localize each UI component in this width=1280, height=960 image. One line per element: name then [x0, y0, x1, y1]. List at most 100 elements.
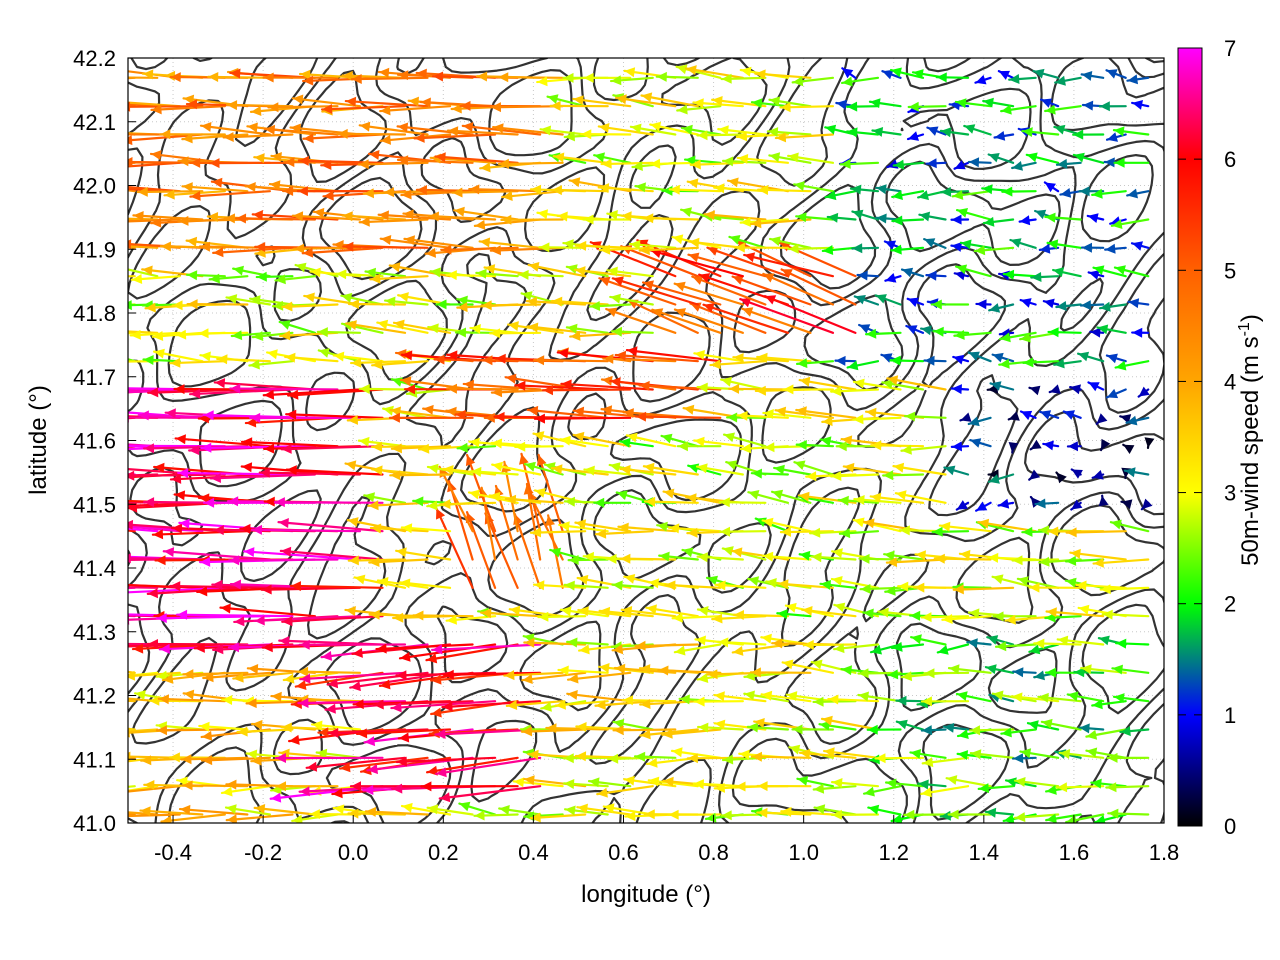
wind-arrow [798, 748, 857, 759]
wind-arrow [706, 246, 789, 278]
colorbar-tick-label: 4 [1224, 369, 1236, 394]
wind-arrow [938, 521, 992, 533]
wind-arrow [400, 523, 452, 534]
x-tick-label: 1.2 [878, 840, 909, 865]
wind-arrow [959, 412, 972, 422]
wind-arrow [749, 218, 812, 229]
wind-arrow [291, 94, 362, 108]
wind-arrow [128, 525, 204, 533]
wind-arrow [1095, 413, 1108, 425]
wind-arrow [439, 499, 497, 510]
wind-arrow [442, 465, 497, 476]
wind-arrow [733, 242, 789, 253]
wind-arrow [549, 100, 609, 111]
wind-arrow [128, 527, 159, 533]
wind-arrow [163, 189, 226, 200]
x-tick-label: 0.2 [428, 840, 459, 865]
wind-arrow [1055, 471, 1067, 484]
wind-arrow [798, 376, 857, 391]
wind-arrow [625, 432, 677, 448]
wind-arrow [642, 213, 699, 224]
wind-arrow [420, 781, 519, 792]
wind-arrow [583, 465, 632, 476]
wind-arrow [253, 804, 317, 816]
wind-arrow [1099, 584, 1150, 595]
wind-arrow [974, 74, 992, 85]
y-tick-label: 41.0 [73, 811, 116, 836]
wind-arrow [364, 267, 407, 278]
wind-arrow [774, 132, 835, 143]
wind-arrow [1122, 443, 1135, 454]
wind-arrow [939, 186, 970, 197]
wind-arrow [942, 722, 970, 733]
wind-arrow [332, 351, 384, 363]
wind-arrow [279, 546, 384, 561]
wind-arrow [651, 308, 722, 334]
wind-arrow [605, 307, 677, 334]
wind-arrow [539, 125, 587, 136]
wind-arrow [628, 239, 677, 250]
wind-arrow [950, 441, 970, 452]
wind-arrow [823, 747, 880, 759]
y-tick-label: 41.1 [73, 747, 116, 772]
wind-arrow [1026, 720, 1060, 731]
wind-arrow [921, 756, 970, 768]
wind-arrow [157, 694, 226, 705]
wind-arrow [1059, 188, 1082, 198]
wind-arrow [320, 104, 407, 114]
wind-arrow [795, 212, 835, 223]
wind-arrow [1037, 692, 1082, 703]
wind-arrow [139, 806, 204, 817]
y-tick-label: 41.6 [73, 429, 116, 454]
wind-arrow [248, 359, 294, 370]
wind-arrow [956, 750, 992, 760]
wind-arrow [536, 453, 564, 533]
wind-arrow [795, 440, 835, 450]
wind-arrow [687, 237, 744, 249]
wind-arrow [935, 72, 970, 83]
wind-arrow [846, 101, 880, 112]
wind-arrow [258, 467, 362, 478]
wind-arrow [920, 785, 970, 798]
wind-arrow [846, 360, 880, 371]
wind-arrow [162, 547, 271, 561]
wind-arrow [1093, 813, 1127, 823]
wind-arrow [390, 443, 452, 454]
wind-arrow [358, 121, 429, 136]
wind-arrow [396, 155, 474, 166]
wind-arrow [746, 722, 789, 733]
wind-arrow [994, 641, 1037, 652]
wind-arrow [532, 431, 587, 448]
wind-arrow [987, 473, 1015, 484]
wind-arrow [1047, 327, 1082, 338]
wind-arrow [1000, 104, 1037, 115]
wind-arrow [1125, 415, 1150, 426]
wind-arrow [1099, 438, 1111, 452]
wind-arrow [973, 245, 1015, 256]
wind-arrow [731, 275, 812, 306]
wind-arrow [698, 273, 789, 306]
wind-arrow [655, 71, 699, 82]
wind-arrow [155, 725, 226, 736]
wind-arrow [851, 209, 880, 221]
wind-arrow [1105, 353, 1127, 364]
wind-arrow [468, 184, 542, 195]
wind-arrow [676, 441, 722, 452]
wind-arrow [891, 190, 925, 200]
wind-arrow [580, 129, 632, 140]
wind-arrow [357, 159, 429, 170]
wind-arrow [199, 122, 271, 136]
wind-arrow [375, 643, 474, 654]
wind-arrow [1098, 494, 1109, 507]
wind-arrow [664, 580, 722, 591]
wind-arrow [277, 518, 384, 533]
wind-arrow [480, 300, 542, 311]
wind-arrow [732, 353, 789, 363]
wind-arrow [289, 581, 384, 592]
wind-arrow [1076, 351, 1105, 363]
wind-arrow [722, 432, 767, 448]
wind-arrow [986, 635, 1015, 646]
y-tick-label: 41.5 [73, 492, 116, 517]
wind-arrow [853, 295, 880, 306]
wind-arrow [709, 359, 767, 370]
